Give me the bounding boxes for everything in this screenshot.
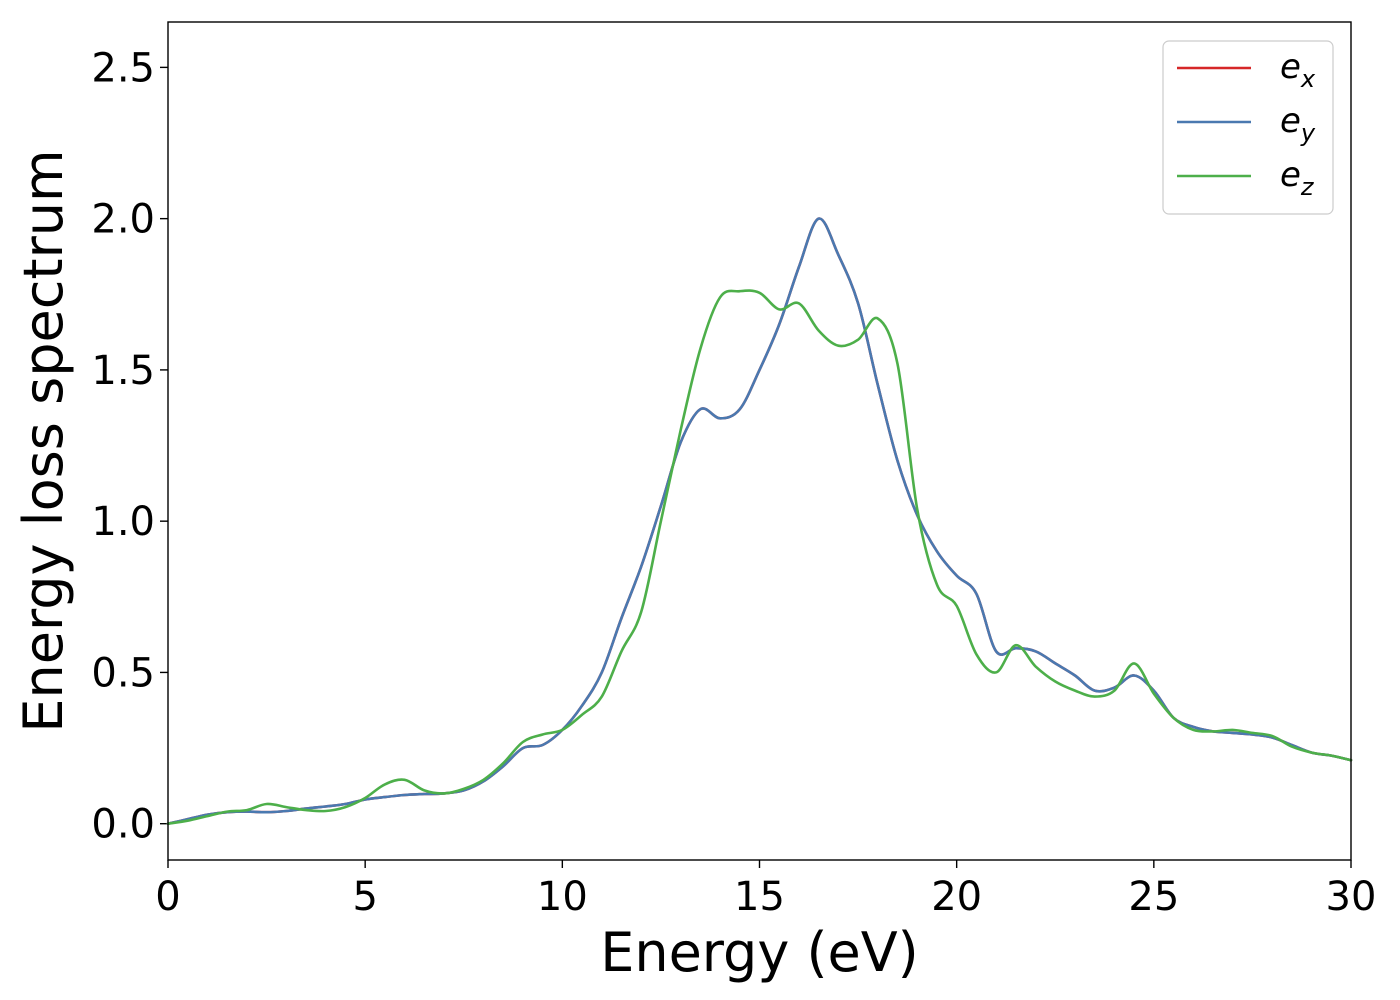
legend-label-e-y: ey — [1280, 101, 1316, 147]
y-axis-ticks: 0.0 0.5 1.0 1.5 2.0 2.5 — [91, 45, 168, 848]
x-axis-label: Energy (eV) — [600, 921, 919, 984]
series-line-e-y — [166, 217, 1353, 825]
legend-label-e-z: ez — [1280, 155, 1315, 201]
y-tick-label: 2.5 — [91, 45, 155, 91]
legend-label-base: e — [1280, 47, 1301, 87]
y-tick-label: 2.0 — [91, 197, 155, 243]
legend-box — [1162, 40, 1334, 215]
y-tick-label: 0.0 — [91, 802, 155, 848]
legend-label-base: e — [1280, 101, 1301, 141]
x-tick-label: 0 — [155, 874, 180, 920]
series-line-e-z — [166, 289, 1353, 825]
y-tick-label: 1.5 — [91, 348, 155, 394]
legend-label-subscript: x — [1300, 65, 1316, 93]
x-axis-ticks: 0 5 10 15 20 25 30 — [155, 860, 1376, 920]
legend-label-subscript: y — [1300, 119, 1316, 147]
x-tick-label: 5 — [352, 874, 377, 920]
plot-area — [168, 22, 1351, 860]
y-tick-label: 1.0 — [91, 499, 155, 545]
legend-label-subscript: z — [1300, 173, 1315, 201]
x-tick-label: 25 — [1128, 874, 1179, 920]
x-tick-label: 15 — [734, 874, 785, 920]
y-axis-label: Energy loss spectrum — [12, 149, 75, 732]
legend-label-e-x: ex — [1280, 47, 1316, 93]
x-tick-label: 20 — [931, 874, 982, 920]
x-tick-label: 10 — [537, 874, 588, 920]
plot-frame — [167, 21, 1352, 861]
series-lines — [166, 217, 1353, 825]
legend-label-base: e — [1280, 155, 1301, 195]
x-tick-label: 30 — [1326, 874, 1377, 920]
y-tick-label: 0.5 — [91, 650, 155, 696]
